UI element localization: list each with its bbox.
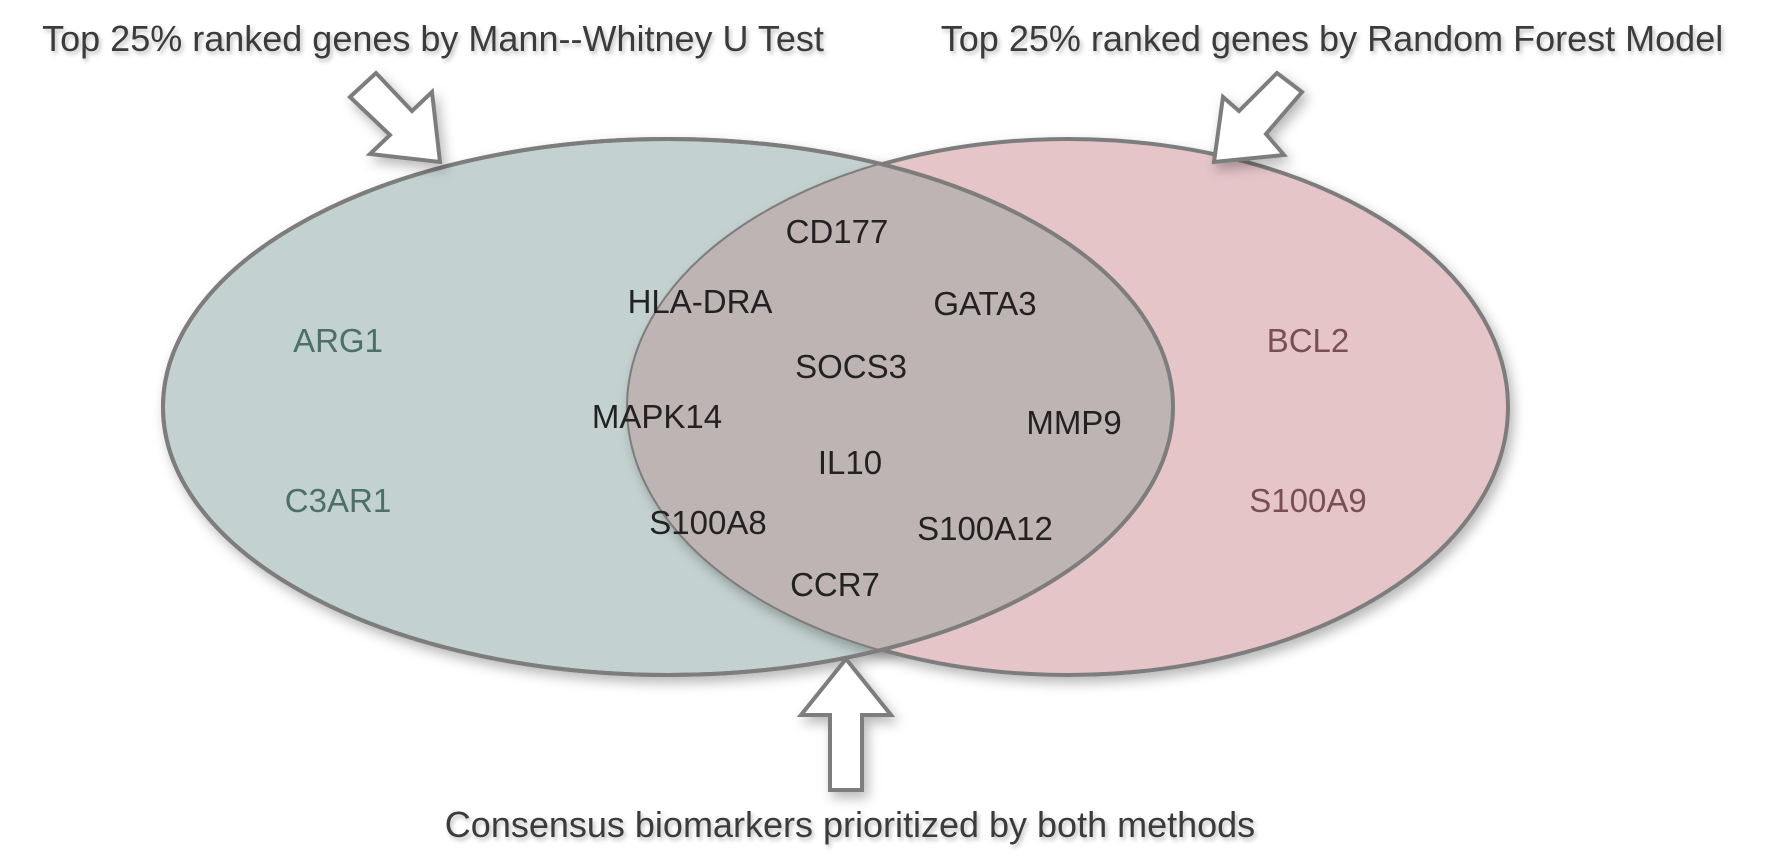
gene-left-only: ARG1 <box>293 322 383 359</box>
caption-right: Top 25% ranked genes by Random Forest Mo… <box>941 18 1723 59</box>
gene-consensus: S100A12 <box>917 510 1053 547</box>
caption-bottom: Consensus biomarkers prioritized by both… <box>445 804 1255 845</box>
gene-consensus: HLA-DRA <box>628 283 773 320</box>
gene-right-only: S100A9 <box>1249 482 1366 519</box>
gene-consensus: MMP9 <box>1026 404 1121 441</box>
gene-consensus: MAPK14 <box>592 398 722 435</box>
arrow-down-left-icon <box>1211 70 1305 165</box>
gene-consensus: S100A8 <box>649 504 766 541</box>
arrow-up-icon <box>796 655 896 792</box>
gene-right-only: BCL2 <box>1267 322 1350 359</box>
gene-consensus: CCR7 <box>790 566 880 603</box>
gene-left-only: C3AR1 <box>285 482 391 519</box>
set-left-outline <box>161 137 1175 677</box>
gene-consensus: SOCS3 <box>795 348 907 385</box>
arrow-down-right-icon <box>347 70 443 165</box>
gene-consensus: GATA3 <box>933 285 1036 322</box>
caption-left: Top 25% ranked genes by Mann--Whitney U … <box>42 18 824 59</box>
gene-consensus: CD177 <box>786 213 889 250</box>
gene-consensus: IL10 <box>818 444 882 481</box>
set-intersection-fill <box>628 139 1173 675</box>
